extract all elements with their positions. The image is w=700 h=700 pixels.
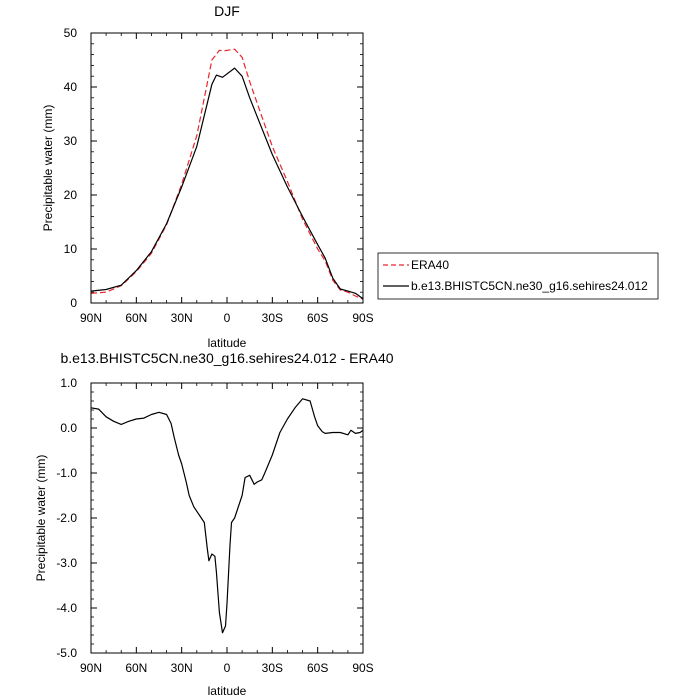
chart-2-axes: 90N 60N 30N 0 30S 60S 90S 1.0 0.0 -1.0 -2.0 -3.0 -4.…: [56, 376, 373, 675]
chart-1-legend: ERA40 b.e13.BHISTC5CN.ne30_g16.sehires24…: [377, 252, 659, 300]
c1-ytick-label: 20: [64, 188, 78, 202]
c1-ytick-label: 40: [64, 80, 78, 94]
c2-xtick-label: 90N: [80, 661, 102, 675]
c2-ytick-label: -2.0: [56, 511, 77, 525]
c1-ytick-label: 10: [64, 242, 78, 256]
c1-ytick-label: 50: [64, 26, 78, 40]
c1-xtick-label: 30S: [262, 311, 283, 325]
c1-xtick-label: 30N: [171, 311, 193, 325]
c1-series-line-0: [90, 48, 364, 300]
c1-series-line-1: [90, 67, 364, 300]
c2-ytick-label: -4.0: [56, 601, 77, 615]
legend-era40-label: ERA40: [411, 258, 449, 272]
c1-xtick-label: 90N: [80, 311, 102, 325]
c1-xtick-label: 60S: [307, 311, 328, 325]
chart-2-series: [90, 398, 364, 634]
c1-ytick-label: 30: [64, 134, 78, 148]
chart-1-plot-frame: [90, 32, 364, 304]
c2-ytick-label: 1.0: [60, 376, 77, 390]
c2-ytick-label: 0.0: [60, 421, 77, 435]
chart-1-axes: 90N 60N 30N 0 30S 60S 90S 0 10 20 30 40 50: [64, 26, 374, 325]
chart-1: DJF 90N 60N 30N 0 30S 60S 90S 0 10 20 30 40 50 latit…: [41, 3, 374, 350]
c2-xtick-label: 90S: [352, 661, 373, 675]
chart-1-ylabel: Precipitable water (mm): [41, 105, 55, 232]
c2-xtick-label: 30N: [171, 661, 193, 675]
c1-ytick-label: 0: [70, 296, 77, 310]
c1-xtick-label: 90S: [352, 311, 373, 325]
c2-xtick-label: 30S: [262, 661, 283, 675]
chart-2-title: b.e13.BHISTC5CN.ne30_g16.sehires24.012 -…: [60, 350, 393, 366]
c2-ytick-label: -3.0: [56, 556, 77, 570]
c2-ytick-label: -1.0: [56, 466, 77, 480]
c1-xtick-label: 60N: [125, 311, 147, 325]
legend-box: [377, 252, 659, 300]
chart-1-series: [90, 48, 364, 300]
chart-2: b.e13.BHISTC5CN.ne30_g16.sehires24.012 -…: [34, 350, 394, 698]
c2-ytick-label: -5.0: [56, 646, 77, 660]
chart-2-plot-frame: [90, 382, 364, 654]
legend-model-label: b.e13.BHISTC5CN.ne30_g16.sehires24.012: [411, 279, 648, 293]
chart-2-xlabel: latitude: [208, 684, 247, 698]
c2-xtick-label: 0: [224, 661, 231, 675]
chart-1-title: DJF: [214, 3, 240, 19]
c2-series-line-0: [90, 398, 364, 634]
c2-xtick-label: 60N: [125, 661, 147, 675]
chart-2-ylabel: Precipitable water (mm): [34, 455, 48, 582]
c2-xtick-label: 60S: [307, 661, 328, 675]
c1-xtick-label: 0: [224, 311, 231, 325]
chart-1-xlabel: latitude: [208, 336, 247, 350]
